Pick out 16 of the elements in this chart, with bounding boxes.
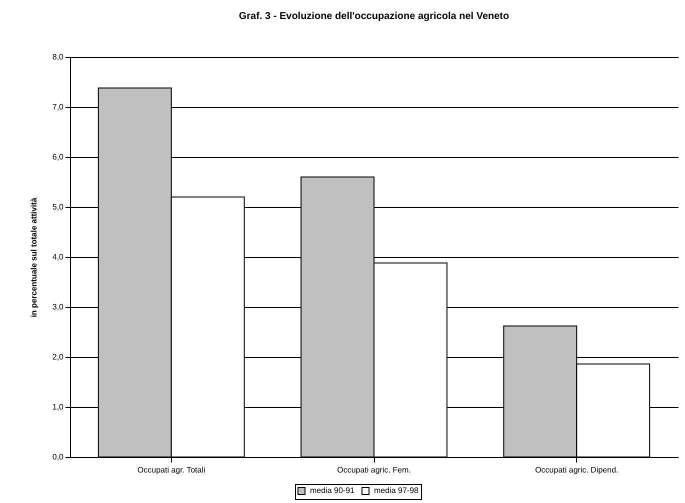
x-tick-label: Occupati agr. Totali	[137, 466, 206, 474]
y-axis-title: in percentuale sul totale attività	[29, 197, 38, 318]
x-tick-label: Occupati agric. Fem.	[337, 466, 411, 474]
y-tick-label: 7,0	[52, 102, 64, 112]
y-tick-label: 8,0	[52, 52, 64, 62]
y-tick-label: 2,0	[52, 352, 64, 362]
x-tick-label: Occupati agric. Dipend.	[535, 466, 618, 474]
legend-label: media 90-91	[310, 486, 356, 495]
chart-title: Graf. 3 - Evoluzione dell'occupazione agricola nel Veneto	[238, 11, 510, 22]
y-tick-label: 1,0	[52, 402, 64, 412]
y-tick-label: 4,0	[52, 252, 64, 262]
y-tick-label: 5,0	[52, 202, 64, 212]
y-tick-label: 3,0	[52, 302, 64, 312]
legend-label: media 97-98	[374, 486, 420, 495]
y-tick-label: 0,0	[52, 452, 64, 462]
y-tick-label: 6,0	[52, 152, 64, 162]
